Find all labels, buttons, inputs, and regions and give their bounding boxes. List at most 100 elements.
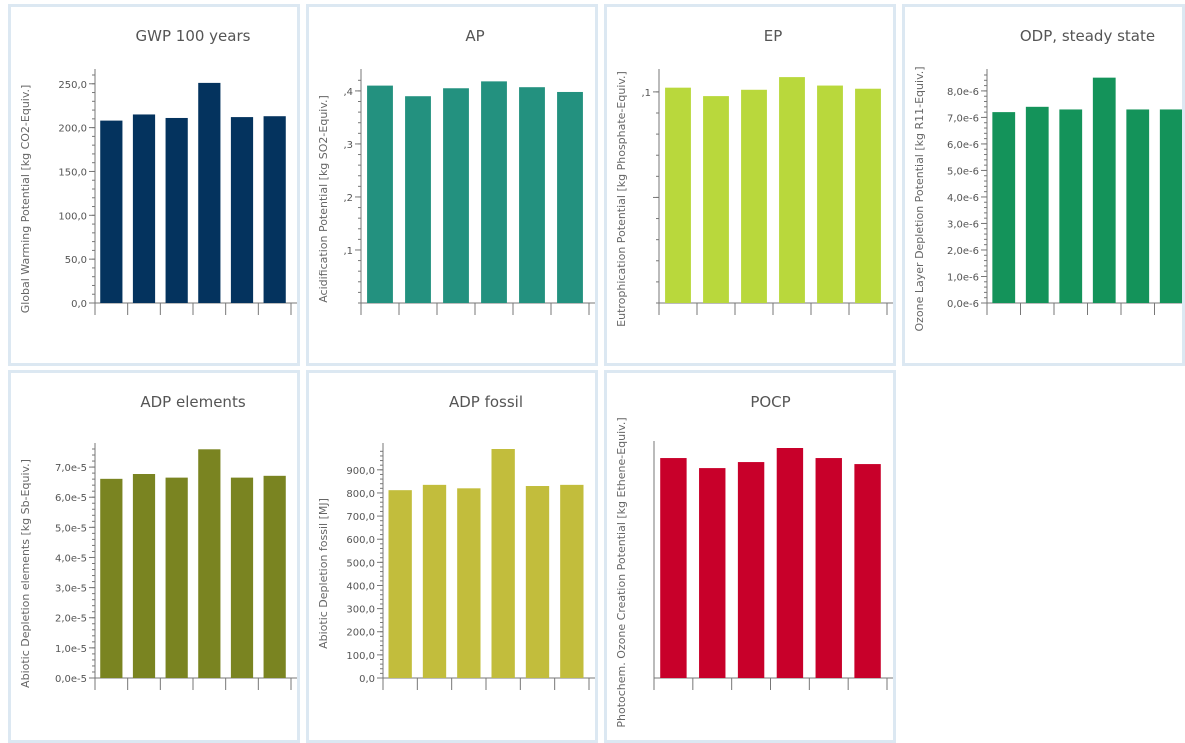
bar — [776, 448, 804, 678]
chart-panel-odp: ODP, steady state Ozone Layer Depletion P… — [902, 4, 1185, 366]
chart-title: ADP elements — [140, 393, 245, 411]
y-tick-label: 400,0 — [346, 581, 375, 592]
chart-adp-elements: ADP elements Abiotic Depletion elements [… — [19, 393, 297, 690]
bar — [741, 89, 767, 304]
y-tick-label: 100,0 — [346, 651, 375, 662]
bar — [855, 88, 881, 303]
y-tick-label: 2,0e-6 — [947, 246, 979, 257]
bar — [779, 77, 805, 303]
bar — [992, 112, 1016, 304]
chart-ep: EP Eutrophication Potential [kg Phosphate… — [615, 27, 893, 327]
y-tick-label: 0,0 — [71, 299, 87, 310]
chart-odp: ODP, steady state Ozone Layer Depletion P… — [913, 27, 1182, 332]
chart-panel-pocp: POCP Photochem. Ozone Creation Potential … — [604, 370, 896, 743]
chart-title: EP — [764, 27, 783, 45]
y-tick-label: 6,0e-6 — [947, 140, 979, 151]
y-tick-label: ,2 — [343, 193, 353, 204]
bar — [815, 458, 842, 678]
y-tick-label: 900,0 — [346, 466, 375, 477]
y-tick-label: 250,0 — [58, 80, 87, 91]
y-tick-label: 3,0e-6 — [947, 219, 979, 230]
y-axis-label: Photochem. Ozone Creation Potential [kg … — [615, 417, 628, 727]
y-tick-label: 7,0e-6 — [947, 113, 979, 124]
y-tick-label: 6,0e-5 — [55, 493, 87, 504]
chart-panel-gwp: GWP 100 years Global Warming Potential [k… — [8, 4, 300, 366]
y-tick-label: ,1 — [343, 246, 353, 257]
bar — [367, 85, 393, 304]
y-tick-label: ,3 — [343, 140, 353, 151]
y-tick-label: 150,0 — [58, 167, 87, 178]
chart-ap: AP Acidification Potential [kg SO2-Equiv.… — [317, 27, 595, 315]
bar — [665, 87, 691, 304]
bar — [481, 81, 507, 303]
y-tick-label: 200,0 — [346, 628, 375, 639]
y-tick-label: 8,0e-6 — [947, 87, 979, 98]
bar — [817, 85, 843, 303]
bar — [388, 490, 412, 678]
bar — [100, 120, 123, 303]
bar — [100, 478, 123, 678]
bar — [525, 486, 550, 678]
y-tick-label: 300,0 — [346, 605, 375, 616]
bar — [703, 96, 729, 303]
bar — [557, 91, 583, 304]
y-tick-label: 500,0 — [346, 558, 375, 569]
y-tick-label: 50,0 — [65, 255, 87, 266]
bar — [491, 449, 515, 678]
y-axis-label: Ozone Layer Depletion Potential [kg R11-… — [913, 66, 926, 331]
y-tick-label: 5,0e-6 — [947, 166, 979, 177]
y-tick-label: 0,0e-6 — [947, 299, 979, 310]
bar — [1159, 109, 1182, 303]
bar — [165, 117, 188, 303]
y-tick-label: 0,0e-5 — [55, 674, 87, 685]
y-tick-label: 600,0 — [346, 535, 375, 546]
chart-title: ODP, steady state — [1020, 27, 1155, 45]
chart-gwp: GWP 100 years Global Warming Potential [k… — [19, 27, 297, 315]
y-tick-label: 800,0 — [346, 489, 375, 500]
y-axis-label: Abiotic Depletion fossil [MJ] — [317, 498, 330, 649]
bar — [1025, 106, 1049, 303]
chart-adp-fossil: ADP fossil Abiotic Depletion fossil [MJ] 0… — [317, 393, 595, 690]
chart-title: ADP fossil — [449, 393, 523, 411]
bar — [1126, 109, 1150, 303]
bar — [165, 477, 188, 678]
bar — [263, 475, 286, 678]
bar — [699, 468, 726, 678]
bar — [405, 96, 431, 303]
chart-panel-ap: AP Acidification Potential [kg SO2-Equiv.… — [306, 4, 598, 366]
y-axis-label: Acidification Potential [kg SO2-Equiv.] — [317, 95, 330, 303]
bar — [230, 117, 254, 303]
bar — [198, 82, 221, 304]
y-tick-label: 200,0 — [58, 124, 87, 135]
bar — [198, 449, 221, 678]
chart-panel-adp-elements: ADP elements Abiotic Depletion elements [… — [8, 370, 300, 743]
y-tick-label: 0,0 — [359, 674, 375, 685]
bar — [1092, 77, 1116, 304]
bar — [132, 114, 156, 303]
bar — [422, 484, 447, 678]
y-tick-label: 1,0e-6 — [947, 272, 979, 283]
y-tick-label: 3,0e-5 — [55, 584, 87, 595]
bar — [519, 87, 545, 304]
y-tick-label: 4,0e-5 — [55, 553, 87, 564]
y-axis-label: Eutrophication Potential [kg Phosphate-E… — [615, 71, 628, 327]
bar — [1059, 109, 1083, 303]
bar — [854, 464, 881, 678]
y-tick-label: 5,0e-5 — [55, 523, 87, 534]
bar — [263, 116, 286, 303]
bar — [660, 458, 687, 678]
chart-panel-ep: EP Eutrophication Potential [kg Phosphate… — [604, 4, 896, 366]
bar — [132, 474, 156, 678]
bar — [737, 462, 765, 678]
y-tick-label: 4,0e-6 — [947, 193, 979, 204]
y-tick-label: 700,0 — [346, 512, 375, 523]
y-tick-label: 7,0e-5 — [55, 463, 87, 474]
chart-title: GWP 100 years — [136, 27, 251, 45]
y-tick-label: 2,0e-5 — [55, 614, 87, 625]
chart-title: AP — [465, 27, 484, 45]
y-axis-label: Global Warming Potential [kg CO2-Equiv.] — [19, 85, 32, 314]
y-tick-label: ,4 — [343, 87, 353, 98]
y-tick-label: 1,0e-5 — [55, 644, 87, 655]
chart-pocp: POCP Photochem. Ozone Creation Potential … — [615, 393, 893, 728]
chart-title: POCP — [750, 393, 790, 411]
